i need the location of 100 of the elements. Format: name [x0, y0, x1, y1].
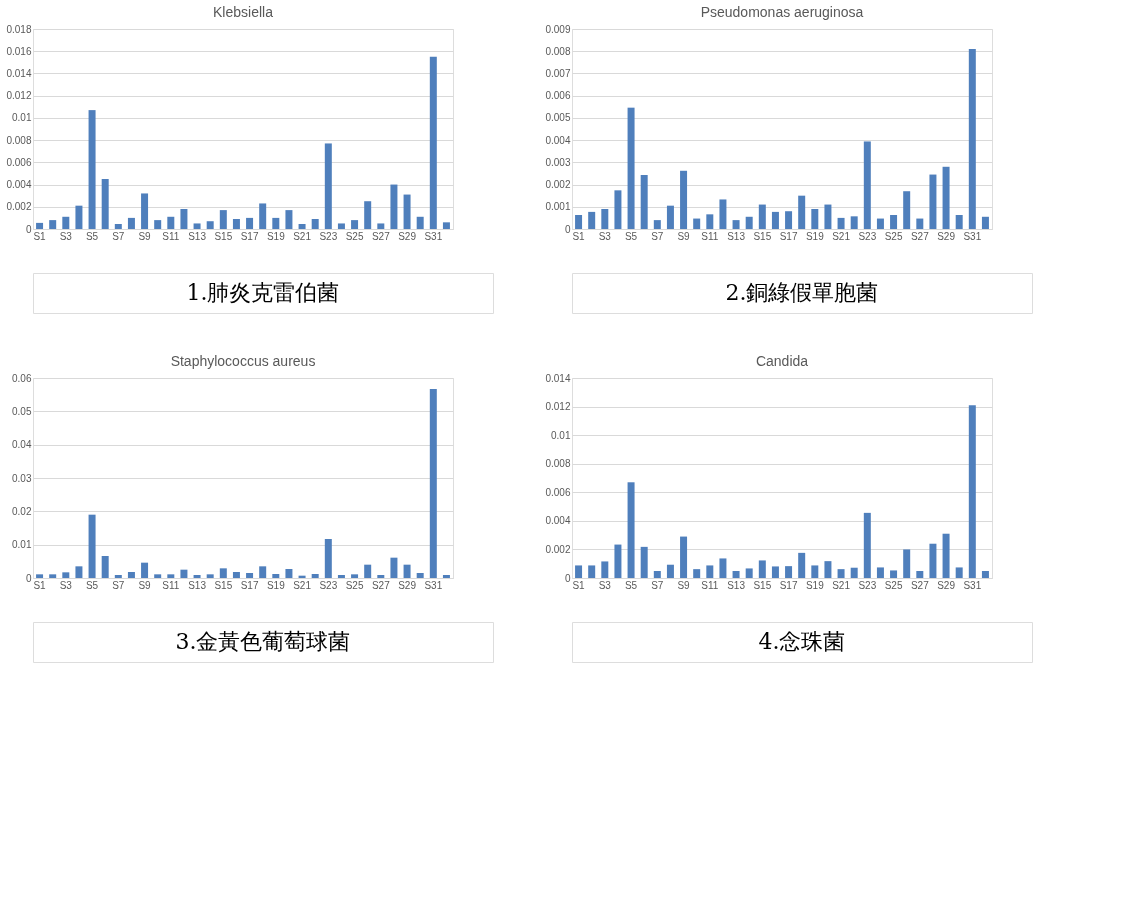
x-tick-label: S17 [779, 230, 798, 242]
text: 3.金黃色葡萄球菌 [175, 629, 351, 654]
x-tick-label: S1 [572, 579, 586, 591]
chart-title: Pseudomonas aeruginosa [700, 4, 864, 20]
bar [798, 552, 806, 578]
bar [627, 482, 635, 578]
x-tick-label: S21 [293, 579, 312, 591]
bar [75, 205, 83, 229]
bar [390, 184, 398, 229]
bar [193, 223, 201, 229]
bar [246, 217, 254, 229]
bar [890, 570, 898, 578]
bar [850, 216, 858, 229]
bar [824, 561, 832, 578]
bar [981, 216, 989, 229]
bar [272, 574, 280, 578]
bar [811, 565, 819, 578]
x-tick-label: S1 [33, 579, 47, 591]
bar [745, 568, 753, 578]
x-tick-label: S27 [371, 579, 391, 591]
y-tick-label: 0.001 [545, 201, 571, 213]
bar [114, 575, 122, 578]
bar [154, 220, 162, 229]
bar [206, 574, 214, 578]
x-tick-label: S19 [805, 579, 825, 591]
y-tick-label: 0.016 [6, 45, 32, 57]
bar [364, 564, 372, 578]
x-tick-label: S3 [598, 230, 612, 242]
x-tick-label: S19 [266, 579, 286, 591]
bar [903, 191, 911, 229]
bar [785, 211, 793, 229]
x-tick-label: S11 [162, 579, 180, 591]
bar [88, 110, 96, 229]
bar [219, 568, 227, 578]
bar [36, 574, 44, 578]
bar [311, 574, 319, 578]
y-tick-label: 0.006 [545, 90, 571, 102]
y-tick-label: 0.008 [545, 45, 571, 57]
bar [666, 205, 674, 229]
chart-title: Candida [755, 353, 809, 369]
x-tick-label: S9 [677, 579, 691, 591]
y-tick-label: 0 [564, 572, 571, 584]
bar [337, 575, 345, 578]
x-tick-label: S19 [266, 230, 286, 242]
x-tick-label: S5 [624, 230, 638, 242]
bar [837, 217, 845, 229]
bar [955, 215, 963, 229]
x-tick-label: S31 [963, 230, 982, 242]
x-tick-label: S1 [33, 230, 47, 242]
bar [601, 561, 609, 578]
x-tick-label: S31 [424, 230, 443, 242]
bar [364, 201, 372, 229]
x-tick-label: S11 [701, 579, 719, 591]
bar [719, 558, 727, 578]
x-tick-label: S5 [624, 579, 638, 591]
y-tick-label: 0.004 [545, 515, 571, 527]
x-tick-label: S9 [138, 579, 152, 591]
bar [324, 143, 332, 229]
x-tick-label: S29 [937, 579, 956, 591]
x-tick-label: S25 [884, 579, 903, 591]
y-tick-label: 0.018 [6, 23, 32, 35]
bar [850, 567, 858, 578]
x-tick-label: S25 [345, 230, 364, 242]
bar [232, 572, 240, 578]
x-tick-label: S15 [214, 230, 233, 242]
y-tick-label: 0.03 [12, 472, 32, 484]
bar [259, 203, 267, 229]
bar [101, 179, 109, 229]
y-tick-label: 0 [564, 223, 571, 235]
y-tick-label: 0.002 [545, 543, 571, 555]
text: 4.念珠菌 [758, 629, 846, 654]
bar [49, 220, 57, 229]
bar [575, 215, 583, 229]
bar [601, 209, 609, 229]
bar [88, 514, 96, 578]
bar [811, 209, 819, 229]
x-tick-label: S27 [371, 230, 391, 242]
x-tick-label: S13 [188, 230, 207, 242]
x-tick-label: S11 [701, 230, 719, 242]
x-tick-label: S5 [85, 579, 99, 591]
bar [272, 217, 280, 229]
bar [377, 575, 385, 578]
x-tick-label: S23 [319, 230, 338, 242]
bar [429, 56, 437, 229]
x-tick-label: S13 [188, 579, 207, 591]
y-tick-label: 0.012 [6, 90, 32, 102]
y-tick-label: 0.05 [12, 405, 32, 417]
y-tick-label: 0.008 [6, 134, 32, 146]
text: 1.肺炎克雷伯菌 [186, 280, 340, 305]
x-tick-label: S27 [910, 579, 930, 591]
bar [837, 569, 845, 578]
y-tick-label: 0 [25, 572, 32, 584]
bar [968, 405, 976, 578]
x-tick-label: S15 [214, 579, 233, 591]
bar [666, 564, 674, 578]
bar [403, 194, 411, 229]
bar [588, 211, 596, 229]
bar [653, 571, 661, 578]
bar [127, 572, 135, 578]
bar [981, 571, 989, 578]
